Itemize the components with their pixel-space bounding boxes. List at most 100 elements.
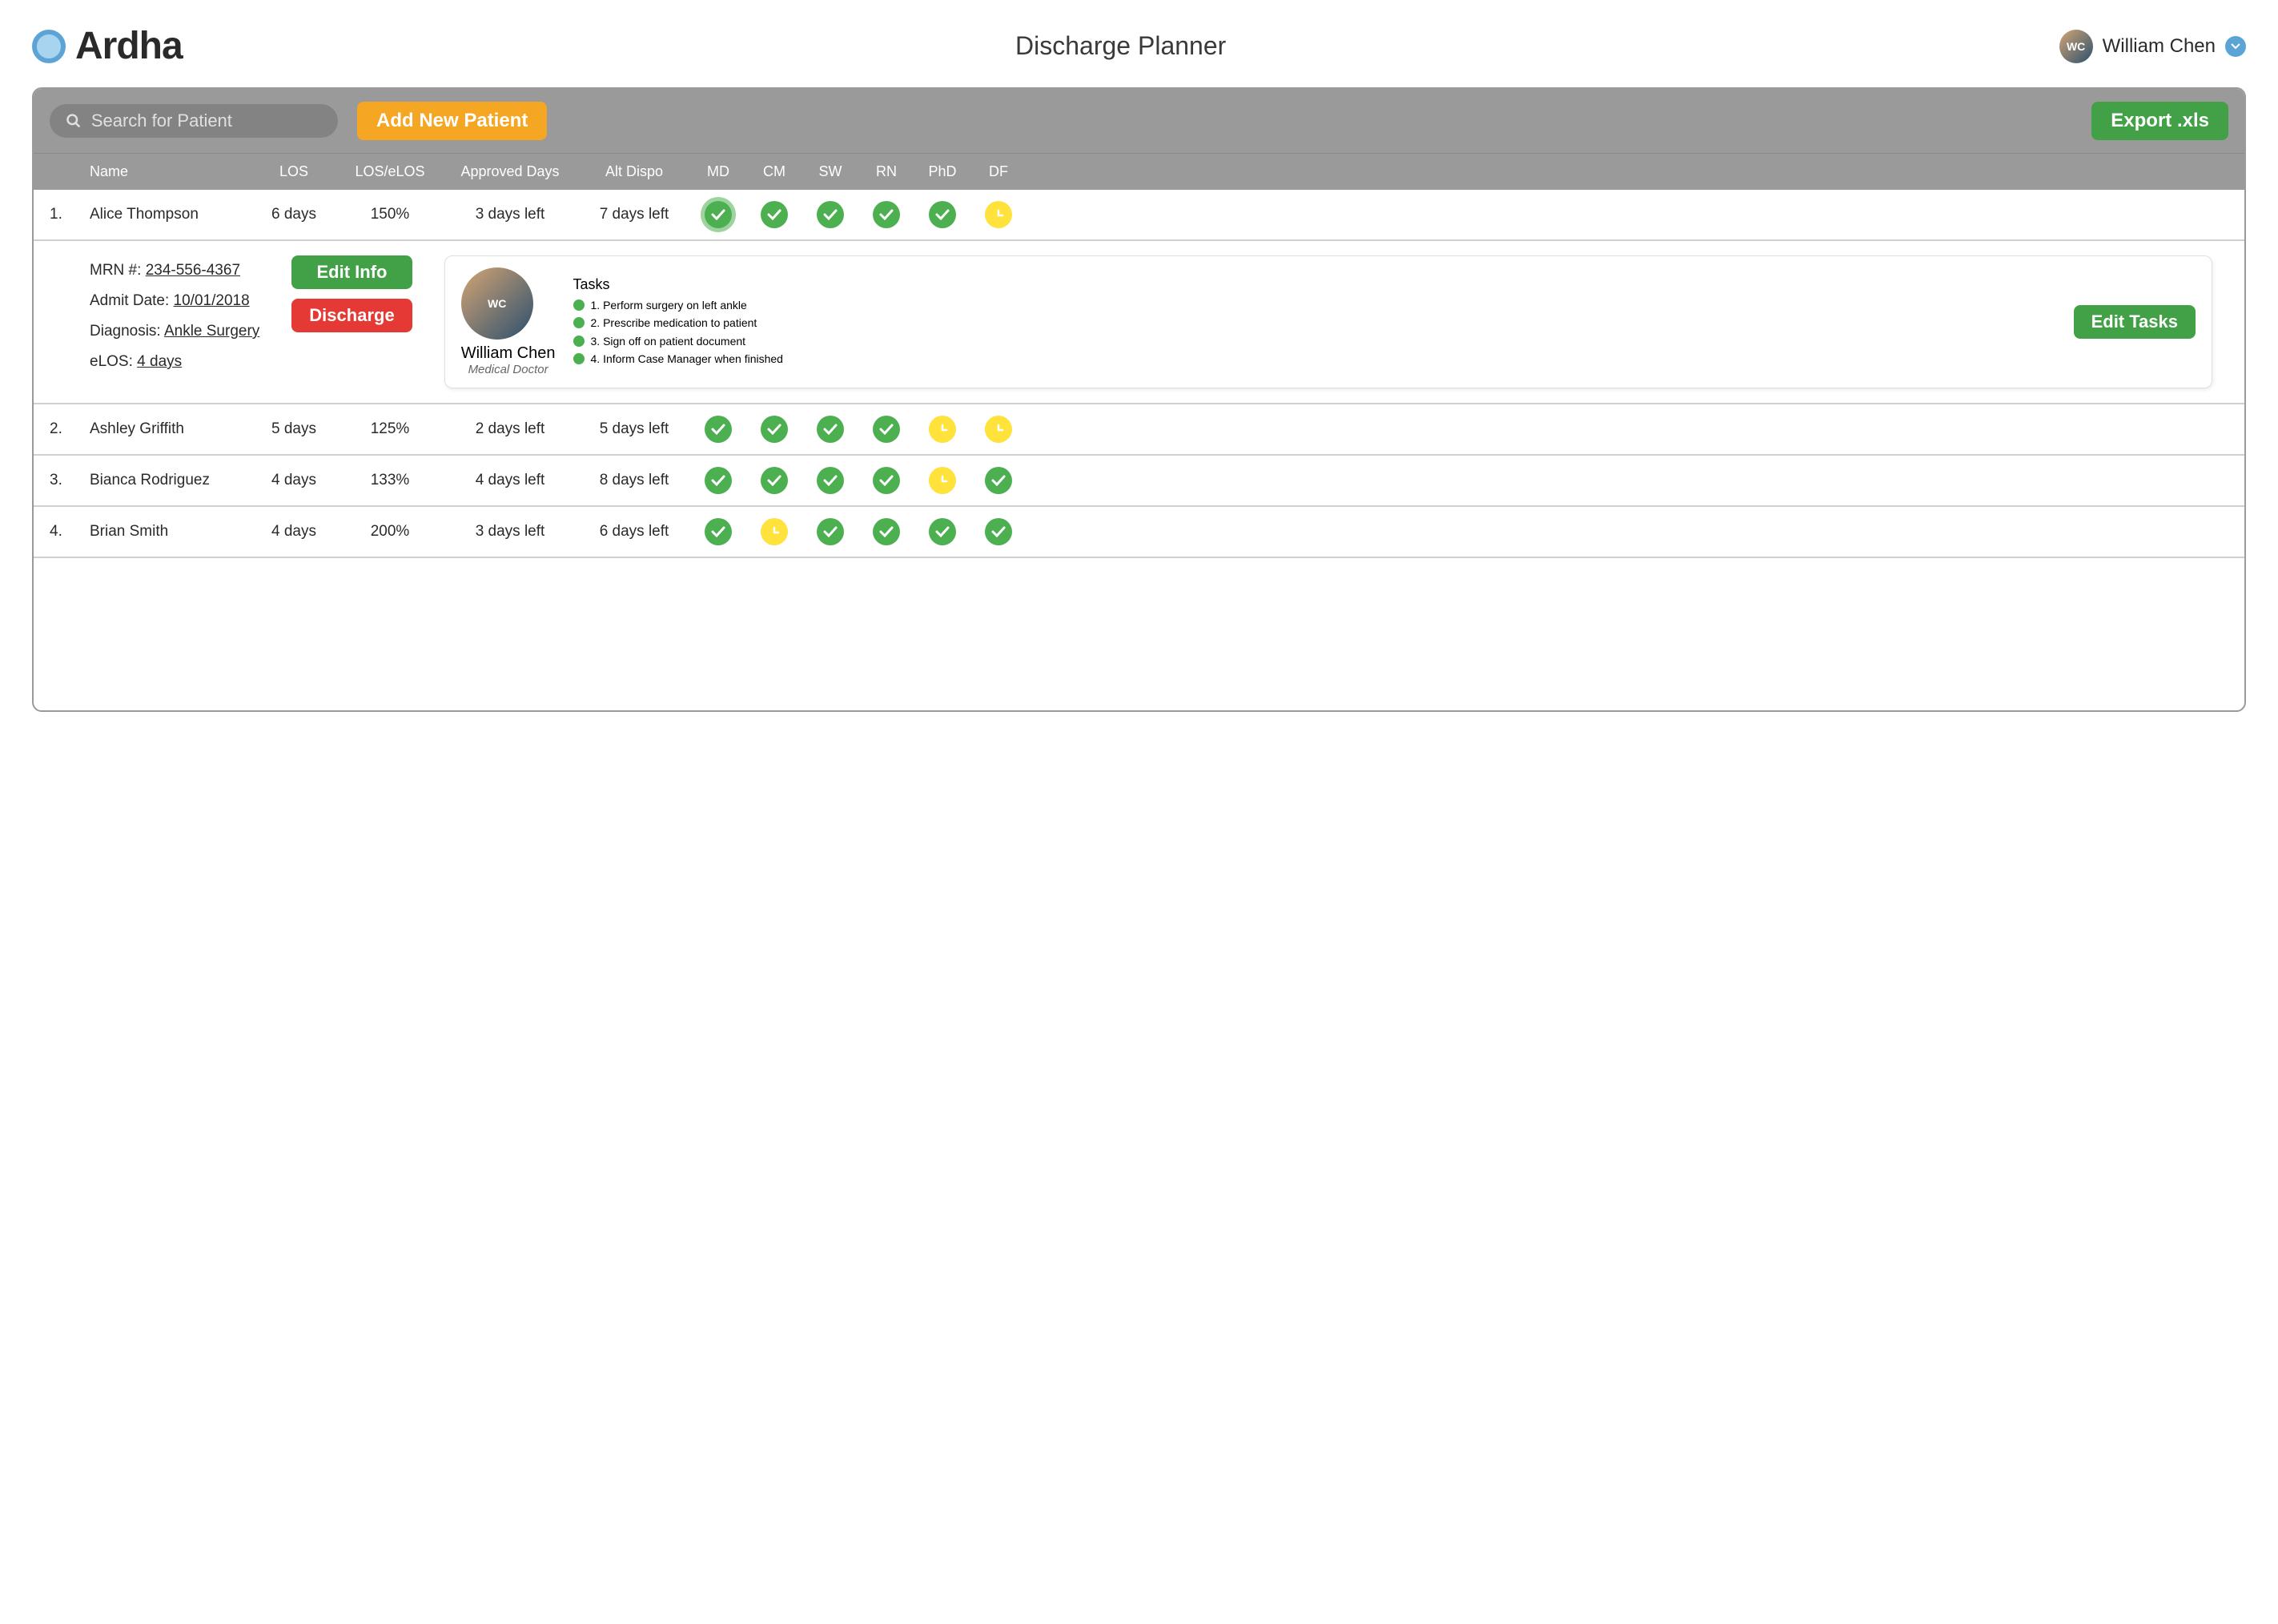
col-phd: PhD <box>914 163 970 180</box>
discharge-button[interactable]: Discharge <box>291 299 412 332</box>
cell: 3 days left <box>442 523 578 541</box>
column-header-row: Name LOS LOS/eLOS Approved Days Alt Disp… <box>34 153 2244 190</box>
elos[interactable]: 4 days <box>137 353 182 370</box>
status-dot[interactable] <box>761 467 788 494</box>
col-df: DF <box>970 163 1027 180</box>
cell: 8 days left <box>578 472 690 489</box>
brand[interactable]: Ardha <box>32 24 183 68</box>
cell: 1. <box>50 206 90 223</box>
brand-logo-icon <box>32 30 66 63</box>
status-dot[interactable] <box>817 416 844 443</box>
edit-info-button[interactable]: Edit Info <box>291 255 412 289</box>
check-icon <box>573 336 585 347</box>
search-wrap[interactable] <box>50 104 338 138</box>
cell: 6 days left <box>578 523 690 541</box>
assignee-avatar: WC <box>461 267 533 340</box>
action-stack: Edit Info Discharge <box>291 255 412 332</box>
status-dot[interactable] <box>761 416 788 443</box>
status-dot[interactable] <box>929 416 956 443</box>
assignee-name: William Chen <box>461 344 556 363</box>
cell: 2 days left <box>442 420 578 438</box>
status-dot[interactable] <box>817 201 844 228</box>
mrn-value[interactable]: 234-556-4367 <box>146 262 240 279</box>
col-approved: Approved Days <box>442 163 578 180</box>
status-dot[interactable] <box>817 518 844 545</box>
top-bar: Ardha Discharge Planner WC William Chen <box>32 24 2246 68</box>
patient-name: Bianca Rodriguez <box>90 472 250 489</box>
status-dot[interactable] <box>705 201 732 228</box>
status-dot[interactable] <box>929 201 956 228</box>
cell: 4. <box>50 523 90 541</box>
status-dot[interactable] <box>985 416 1012 443</box>
col-alt: Alt Dispo <box>578 163 690 180</box>
status-dot[interactable] <box>985 467 1012 494</box>
status-dot[interactable] <box>761 201 788 228</box>
status-dot[interactable] <box>705 467 732 494</box>
add-patient-button[interactable]: Add New Patient <box>357 102 547 140</box>
status-dot[interactable] <box>817 467 844 494</box>
cell: 3 days left <box>442 206 578 223</box>
rows-container: 1.Alice Thompson6 days150%3 days left7 d… <box>34 190 2244 558</box>
cell: 6 days <box>250 206 338 223</box>
status-dot[interactable] <box>873 518 900 545</box>
patient-name: Ashley Griffith <box>90 420 250 438</box>
col-rn: RN <box>858 163 914 180</box>
col-md: MD <box>690 163 746 180</box>
table-row[interactable]: 1.Alice Thompson6 days150%3 days left7 d… <box>34 190 2244 241</box>
search-icon <box>66 112 82 130</box>
col-cm: CM <box>746 163 802 180</box>
patients-panel: Add New Patient Export .xls Name LOS LOS… <box>32 87 2246 712</box>
brand-name: Ardha <box>75 24 183 68</box>
status-dot[interactable] <box>873 201 900 228</box>
status-dot[interactable] <box>705 416 732 443</box>
check-icon <box>573 317 585 328</box>
patient-name: Brian Smith <box>90 523 250 541</box>
edit-tasks-button[interactable]: Edit Tasks <box>2074 305 2196 339</box>
col-los: LOS <box>250 163 338 180</box>
patient-name: Alice Thompson <box>90 206 250 223</box>
check-icon <box>573 353 585 364</box>
status-dot[interactable] <box>705 518 732 545</box>
task-item: 3. Sign off on patient document <box>573 332 2056 350</box>
user-menu[interactable]: WC William Chen <box>2059 30 2246 63</box>
cell: 4 days <box>250 523 338 541</box>
cell: 150% <box>338 206 442 223</box>
cell: 200% <box>338 523 442 541</box>
patient-detail-drawer: MRN #: 234-556-4367Admit Date: 10/01/201… <box>34 241 2244 404</box>
user-name: William Chen <box>2103 35 2216 58</box>
col-sw: SW <box>802 163 858 180</box>
export-button[interactable]: Export .xls <box>2091 102 2228 140</box>
table-row[interactable]: 2.Ashley Griffith5 days125%2 days left5 … <box>34 404 2244 456</box>
status-dot[interactable] <box>985 518 1012 545</box>
chevron-down-icon[interactable] <box>2225 36 2246 57</box>
search-input[interactable] <box>91 111 322 131</box>
table-row[interactable]: 3.Bianca Rodriguez4 days133%4 days left8… <box>34 456 2244 507</box>
status-dot[interactable] <box>761 518 788 545</box>
assignee-role: Medical Doctor <box>461 363 556 376</box>
tasks-card: WC William ChenMedical Doctor Tasks 1. Perf… <box>444 255 2212 388</box>
cell: 3. <box>50 472 90 489</box>
tasks-title: Tasks <box>573 276 2056 293</box>
avatar: WC <box>2059 30 2093 63</box>
status-dot[interactable] <box>929 518 956 545</box>
admit-date[interactable]: 10/01/2018 <box>174 292 250 309</box>
cell: 4 days <box>250 472 338 489</box>
status-dot[interactable] <box>873 416 900 443</box>
table-row[interactable]: 4.Brian Smith4 days200%3 days left6 days… <box>34 507 2244 558</box>
cell: 5 days left <box>578 420 690 438</box>
cell: 7 days left <box>578 206 690 223</box>
col-name: Name <box>90 163 250 180</box>
task-item: 1. Perform surgery on left ankle <box>573 296 2056 314</box>
patient-info-block: MRN #: 234-556-4367Admit Date: 10/01/201… <box>90 255 259 377</box>
status-dot[interactable] <box>929 467 956 494</box>
cell: 5 days <box>250 420 338 438</box>
task-item: 4. Inform Case Manager when finished <box>573 350 2056 368</box>
diagnosis[interactable]: Ankle Surgery <box>164 323 259 340</box>
status-dot[interactable] <box>985 201 1012 228</box>
toolbar: Add New Patient Export .xls <box>34 89 2244 153</box>
task-item: 2. Prescribe medication to patient <box>573 314 2056 332</box>
cell: 125% <box>338 420 442 438</box>
status-dot[interactable] <box>873 467 900 494</box>
tasks-list: Tasks 1. Perform surgery on left ankle2. … <box>573 276 2056 368</box>
page-title: Discharge Planner <box>1015 31 1226 61</box>
